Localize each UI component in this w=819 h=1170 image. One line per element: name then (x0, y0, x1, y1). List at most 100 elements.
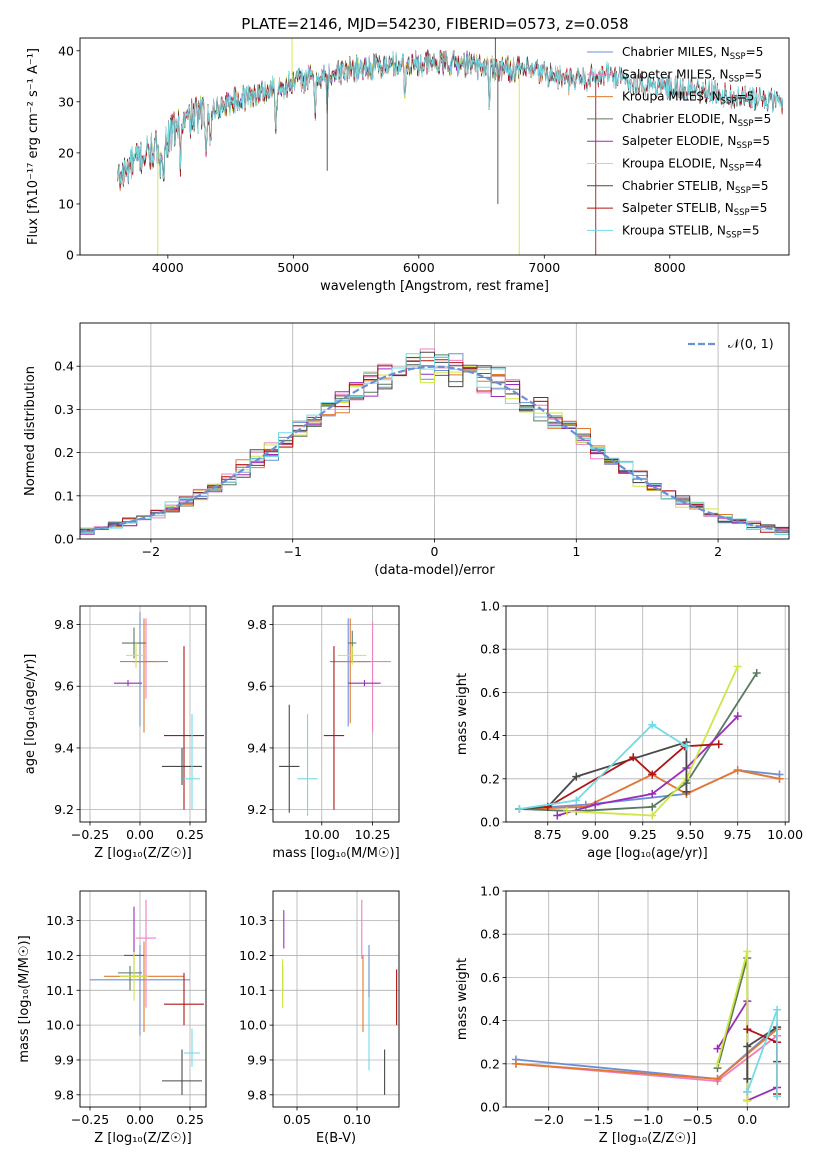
x-tick-label: −2 (142, 544, 160, 559)
point-chabrier-stelib (162, 747, 202, 785)
y-tick-label: 1.0 (480, 884, 500, 899)
spectrum-legend: Chabrier MILES, NSSP=5 Salpeter MILES, NS… (587, 45, 771, 240)
legend-label: Chabrier MILES, NSSP=5 (622, 45, 763, 62)
x-axis-label: Z [log₁₀(Z/Z☉)] (94, 1131, 191, 1146)
x-axis-label: age [log₁₀(age/yr)] (587, 846, 708, 861)
point-kroupa-elodie (120, 951, 148, 1001)
series-line (519, 723, 687, 810)
plus-marker (648, 789, 657, 798)
plus-marker (629, 753, 638, 762)
axes-frame (272, 890, 400, 1108)
y-tick-label: 0.1 (54, 488, 74, 503)
y-tick-label: 10.3 (239, 913, 267, 928)
plus-marker (773, 1005, 782, 1014)
series-kroupa-stelib (515, 720, 691, 814)
x-tick-label: 8.75 (534, 827, 562, 842)
histogram-kroupa-stelib (80, 353, 789, 535)
y-tick-label: 9.9 (54, 1052, 74, 1067)
series-kroupa-miles (511, 1025, 782, 1083)
plus-marker (682, 742, 691, 751)
y-tick-label: 0.4 (480, 728, 500, 743)
legend-label: Kroupa MILES, NSSP=5 (622, 90, 754, 107)
x-tick-label: 10.00 (304, 827, 340, 842)
plot-area (511, 947, 782, 1105)
plus-marker (713, 1074, 722, 1083)
x-tick-label: 9.50 (676, 827, 704, 842)
panel-age-vs-mass: 10.00 10.25 9.2 9.4 9.6 9.8 mass [log₁₀(M/M☉)] (247, 605, 400, 861)
x-axis-label: E(B-V) (316, 1131, 356, 1146)
axes: −0.25 0.00 0.25 9.8 9.9 10.0 10.1 10.2 10.3 Z [lo… (17, 890, 207, 1146)
series-chabrier-elodie (515, 668, 761, 816)
axes: 8.75 9.00 9.25 9.50 9.75 10.00 0.0 0.2 0.4 0.6 0.8… (455, 599, 803, 862)
axes: 0.05 0.10 9.8 9.9 10.0 10.1 10.2 10.3 E(B-V) (239, 890, 400, 1146)
panel-mass-vs-Z: −0.25 0.00 0.25 9.8 9.9 10.0 10.1 10.2 10.3 Z [lo… (17, 890, 207, 1146)
x-tick-label: 0.25 (176, 1112, 204, 1127)
x-tick-label: −2.0 (534, 1112, 564, 1127)
y-tick-label: 0.0 (480, 1100, 500, 1115)
plus-marker (648, 770, 657, 779)
axes: 4000 5000 6000 7000 8000 0 10 20 30 40 wavelength … (26, 37, 790, 294)
y-tick-label: 20 (58, 145, 74, 160)
y-tick-label: 10.3 (46, 913, 74, 928)
plot-area (114, 612, 204, 810)
point-chabrier-miles (90, 945, 190, 1036)
point-kroupa-elodie (126, 643, 146, 668)
panel-age-vs-Z: −0.25 0.00 0.25 9.2 9.4 9.6 9.8 Z [log₁₀(Z/Z☉)]… (23, 605, 207, 861)
x-tick-label: 0 (431, 544, 439, 559)
y-tick-label: 0.6 (480, 970, 500, 985)
series-line (519, 672, 758, 813)
plus-marker (648, 720, 657, 729)
y-tick-label: 9.4 (247, 740, 267, 755)
series-kroupa-stelib (743, 1005, 782, 1101)
legend-label: Kroupa ELODIE, NSSP=4 (622, 157, 762, 174)
point-kroupa-stelib (184, 1028, 200, 1067)
y-axis-label: mass weight (455, 958, 470, 1040)
plus-marker (562, 807, 571, 816)
plus-marker (743, 947, 752, 956)
y-tick-label: 10.2 (46, 948, 74, 963)
point-chabrier-miles (329, 618, 367, 727)
point-salpeter-miles (354, 621, 391, 733)
x-tick-label: 0.05 (283, 1112, 311, 1127)
plus-marker (743, 1025, 752, 1034)
point-kroupa-stelib (297, 714, 318, 816)
panel-mass-weight-vs-age: 8.75 9.00 9.25 9.50 9.75 10.00 0.0 0.2 0.4 0.6 0.8… (455, 599, 803, 862)
plus-marker (743, 1042, 752, 1051)
y-tick-label: 0.4 (480, 1013, 500, 1028)
y-tick-label: 9.6 (54, 679, 74, 694)
y-tick-label: 30 (58, 94, 74, 109)
spectrum-line-kroupa-stelib (117, 50, 784, 185)
y-tick-label: 0.0 (480, 815, 500, 830)
plus-marker (511, 1059, 520, 1068)
plus-marker (713, 1059, 722, 1068)
series-line (557, 715, 739, 817)
x-tick-label: 10.25 (355, 827, 391, 842)
x-tick-label: −0.25 (71, 1112, 109, 1127)
y-tick-label: 9.8 (54, 1087, 74, 1102)
y-tick-label: 0.8 (480, 927, 500, 942)
panel-residuals: −2 −1 0 1 2 0.0 0.1 0.2 0.3 0.4 (data-model)/error… (23, 322, 790, 578)
point-salpeter-elodie (348, 680, 381, 687)
spectrum-line-chabrier-miles (117, 51, 583, 186)
plus-marker (733, 662, 742, 671)
axes-frame (79, 322, 790, 540)
series-line (515, 1026, 778, 1080)
plus-marker (733, 766, 742, 775)
plus-marker (572, 772, 581, 781)
residual-legend: 𝒩(0, 1) (688, 336, 774, 351)
plus-marker (682, 787, 691, 796)
grid (80, 891, 206, 1107)
plus-marker (648, 811, 657, 820)
grid (80, 606, 206, 822)
x-tick-label: 0.00 (126, 827, 154, 842)
series-line (566, 666, 739, 817)
plot-area (282, 899, 398, 1095)
axes-frame (79, 605, 207, 823)
x-tick-label: −0.25 (71, 827, 109, 842)
point-kroupa-elodie (338, 646, 367, 665)
x-tick-label: 0.0 (737, 1112, 757, 1127)
x-tick-label: 8000 (654, 260, 686, 275)
panel-spectrum: 4000 5000 6000 7000 8000 0 10 20 30 40 wavelength … (26, 37, 790, 294)
plus-marker (743, 1087, 752, 1096)
y-tick-label: 9.6 (247, 679, 267, 694)
